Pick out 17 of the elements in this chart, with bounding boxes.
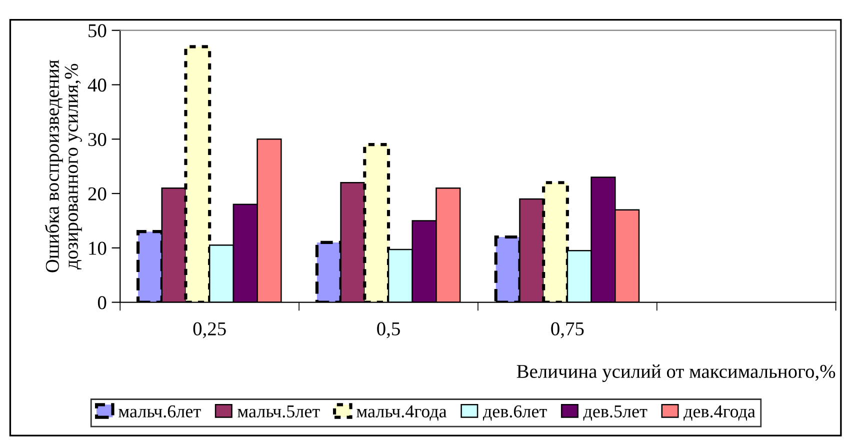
x-tick-label: 0,75 <box>551 322 584 338</box>
legend-label: дев.6лет <box>482 405 547 421</box>
y-tick-label: 30 <box>88 132 106 146</box>
x-axis-title: Величина усилий от максимального,% <box>516 364 836 382</box>
y-tick-label: 20 <box>88 187 106 200</box>
legend-label: дев.5лет <box>583 405 648 421</box>
legend-label: мальч.4года <box>356 405 447 421</box>
y-axis-title: Ошибка воспроизведения дозированного усилия,% <box>44 60 82 272</box>
x-tick-label: 0,25 <box>193 322 226 338</box>
y-tick-label: 0 <box>98 296 106 310</box>
y-tick-label: 40 <box>88 78 106 92</box>
y-tick-label: 10 <box>89 242 106 255</box>
legend-label: дев.4года <box>684 405 756 421</box>
y-tick-label: 50 <box>88 24 106 38</box>
legend-label: мальч.6лет <box>118 405 201 418</box>
x-tick-label: 0,5 <box>377 322 400 338</box>
legend-label: мальч.5лет <box>238 405 320 418</box>
